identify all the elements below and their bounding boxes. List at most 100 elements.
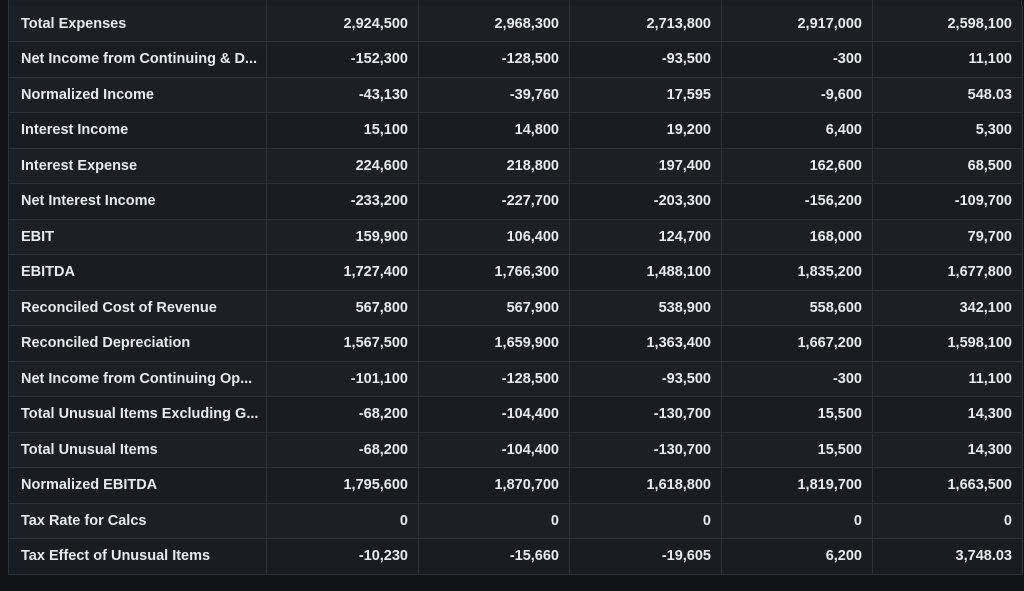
value-cell: 1,659,900: [418, 325, 570, 362]
value-cell: -104,400: [418, 396, 570, 433]
value-cell: 5,300: [872, 112, 1023, 149]
table-row[interactable]: Tax Effect of Unusual Items -10,230 -15,66…: [8, 538, 1023, 575]
table-row[interactable]: Interest Expense 224,600 218,800 197,400 162…: [8, 148, 1023, 184]
table-row[interactable]: Interest Income 15,100 14,800 19,200 6,400 5,…: [8, 112, 1023, 149]
value-cell: 1,835,200: [721, 254, 873, 291]
value-cell: 0: [418, 503, 570, 539]
value-cell: 1,795,600: [266, 467, 419, 504]
value-cell: -104,400: [418, 432, 570, 468]
row-label: Net Income from Continuing Op...: [8, 361, 267, 397]
value-cell: 11,100: [872, 41, 1023, 78]
value-cell: -39,760: [418, 77, 570, 113]
table-row[interactable]: Total Unusual Items Excluding G... -68,20…: [8, 396, 1023, 433]
value-cell: 17,595: [569, 77, 722, 113]
value-cell: 1,677,800: [872, 254, 1023, 291]
table-row[interactable]: Tax Rate for Calcs 0 0 0 0 0: [8, 503, 1023, 539]
value-cell: -227,700: [418, 183, 570, 220]
value-cell: 1,567,500: [266, 325, 419, 362]
value-cell: 0: [266, 503, 419, 539]
value-cell: 0: [569, 503, 722, 539]
value-cell: 3,748.03: [872, 538, 1023, 575]
value-cell: -68,200: [266, 396, 419, 433]
table-row[interactable]: Normalized EBITDA 1,795,600 1,870,700 1,618…: [8, 467, 1023, 504]
table-row[interactable]: Normalized Income -43,130 -39,760 17,595 -9,…: [8, 77, 1023, 113]
value-cell: -93,500: [569, 361, 722, 397]
value-cell: 6,400: [721, 112, 873, 149]
table-top-edge: [8, 0, 1022, 6]
table-row[interactable]: Total Unusual Items -68,200 -104,400 -130,7…: [8, 432, 1023, 468]
value-cell: -300: [721, 361, 873, 397]
value-cell: 15,100: [266, 112, 419, 149]
value-cell: -68,200: [266, 432, 419, 468]
table-body: Total Expenses 2,924,500 2,968,300 2,713,80…: [8, 6, 1023, 575]
table-row[interactable]: Net Interest Income -233,200 -227,700 -203,…: [8, 183, 1023, 220]
value-cell: -130,700: [569, 396, 722, 433]
row-label: Interest Expense: [8, 148, 267, 184]
value-cell: -9,600: [721, 77, 873, 113]
table-row[interactable]: Reconciled Cost of Revenue 567,800 567,900…: [8, 290, 1023, 326]
value-cell: -300: [721, 41, 873, 78]
value-cell: 1,663,500: [872, 467, 1023, 504]
value-cell: 2,968,300: [418, 6, 570, 42]
row-label: EBITDA: [8, 254, 267, 291]
value-cell: 538,900: [569, 290, 722, 326]
table-row[interactable]: Net Income from Continuing & D... -152,30…: [8, 41, 1023, 78]
value-cell: 1,667,200: [721, 325, 873, 362]
value-cell: 1,819,700: [721, 467, 873, 504]
value-cell: -130,700: [569, 432, 722, 468]
value-cell: 124,700: [569, 219, 722, 255]
value-cell: 168,000: [721, 219, 873, 255]
financials-table: Total Expenses 2,924,500 2,968,300 2,713,80…: [8, 6, 1023, 575]
value-cell: 567,900: [418, 290, 570, 326]
value-cell: -10,230: [266, 538, 419, 575]
row-label: Tax Effect of Unusual Items: [8, 538, 267, 575]
value-cell: 2,924,500: [266, 6, 419, 42]
row-label: Normalized EBITDA: [8, 467, 267, 504]
row-label: Total Expenses: [8, 6, 267, 42]
value-cell: 197,400: [569, 148, 722, 184]
value-cell: 1,870,700: [418, 467, 570, 504]
row-label: Reconciled Cost of Revenue: [8, 290, 267, 326]
value-cell: 1,727,400: [266, 254, 419, 291]
row-label: Tax Rate for Calcs: [8, 503, 267, 539]
value-cell: -43,130: [266, 77, 419, 113]
value-cell: 342,100: [872, 290, 1023, 326]
value-cell: 14,300: [872, 432, 1023, 468]
row-label: Total Unusual Items: [8, 432, 267, 468]
table-row[interactable]: Reconciled Depreciation 1,567,500 1,659,90…: [8, 325, 1023, 362]
value-cell: 1,363,400: [569, 325, 722, 362]
value-cell: 1,618,800: [569, 467, 722, 504]
row-label: Reconciled Depreciation: [8, 325, 267, 362]
value-cell: -203,300: [569, 183, 722, 220]
table-row[interactable]: EBITDA 1,727,400 1,766,300 1,488,100 1,835,2…: [8, 254, 1023, 291]
table-row[interactable]: EBIT 159,900 106,400 124,700 168,000 79,700: [8, 219, 1023, 255]
value-cell: -152,300: [266, 41, 419, 78]
value-cell: -93,500: [569, 41, 722, 78]
value-cell: 6,200: [721, 538, 873, 575]
value-cell: -156,200: [721, 183, 873, 220]
value-cell: 106,400: [418, 219, 570, 255]
table-row[interactable]: Total Expenses 2,924,500 2,968,300 2,713,80…: [8, 6, 1023, 42]
value-cell: -15,660: [418, 538, 570, 575]
value-cell: 567,800: [266, 290, 419, 326]
value-cell: 79,700: [872, 219, 1023, 255]
value-cell: 1,598,100: [872, 325, 1023, 362]
value-cell: 0: [721, 503, 873, 539]
row-label: Net Interest Income: [8, 183, 267, 220]
value-cell: -19,605: [569, 538, 722, 575]
value-cell: -128,500: [418, 361, 570, 397]
value-cell: 2,917,000: [721, 6, 873, 42]
value-cell: 15,500: [721, 396, 873, 433]
value-cell: 159,900: [266, 219, 419, 255]
value-cell: 1,766,300: [418, 254, 570, 291]
table-row[interactable]: Net Income from Continuing Op... -101,100…: [8, 361, 1023, 397]
value-cell: 1,488,100: [569, 254, 722, 291]
value-cell: 224,600: [266, 148, 419, 184]
value-cell: 14,300: [872, 396, 1023, 433]
value-cell: 162,600: [721, 148, 873, 184]
value-cell: 548.03: [872, 77, 1023, 113]
value-cell: -101,100: [266, 361, 419, 397]
value-cell: 2,713,800: [569, 6, 722, 42]
row-label: Interest Income: [8, 112, 267, 149]
